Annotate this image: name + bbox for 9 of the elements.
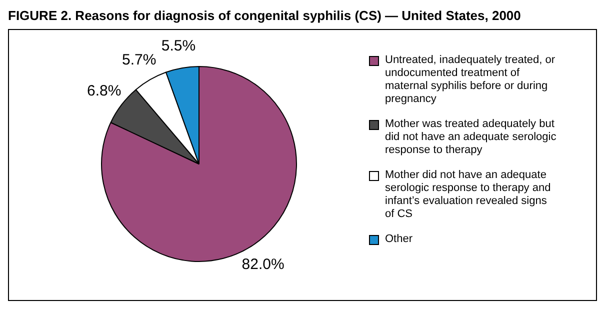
data-label: 82.0%: [242, 256, 284, 274]
legend-label: Mother was treated adequately but did not have an adequate serologic response to therapy: [385, 118, 558, 157]
legend-label: Untreated, inadequately treated, or undocumented treatment of maternal syphilis before or during pregnancy: [385, 54, 556, 106]
legend-label: Mother did not have an adequate serologic response to therapy and infant’s evaluation revealed signs of CS: [385, 169, 552, 221]
legend-label: Other: [385, 233, 413, 246]
data-label: 6.8%: [87, 82, 122, 100]
data-label: 5.7%: [122, 52, 156, 69]
chart-title: FIGURE 2. Reasons for diagnosis of congenital syphilis (CS) — United States, 2000: [8, 8, 522, 23]
data-label: 5.5%: [161, 37, 196, 54]
